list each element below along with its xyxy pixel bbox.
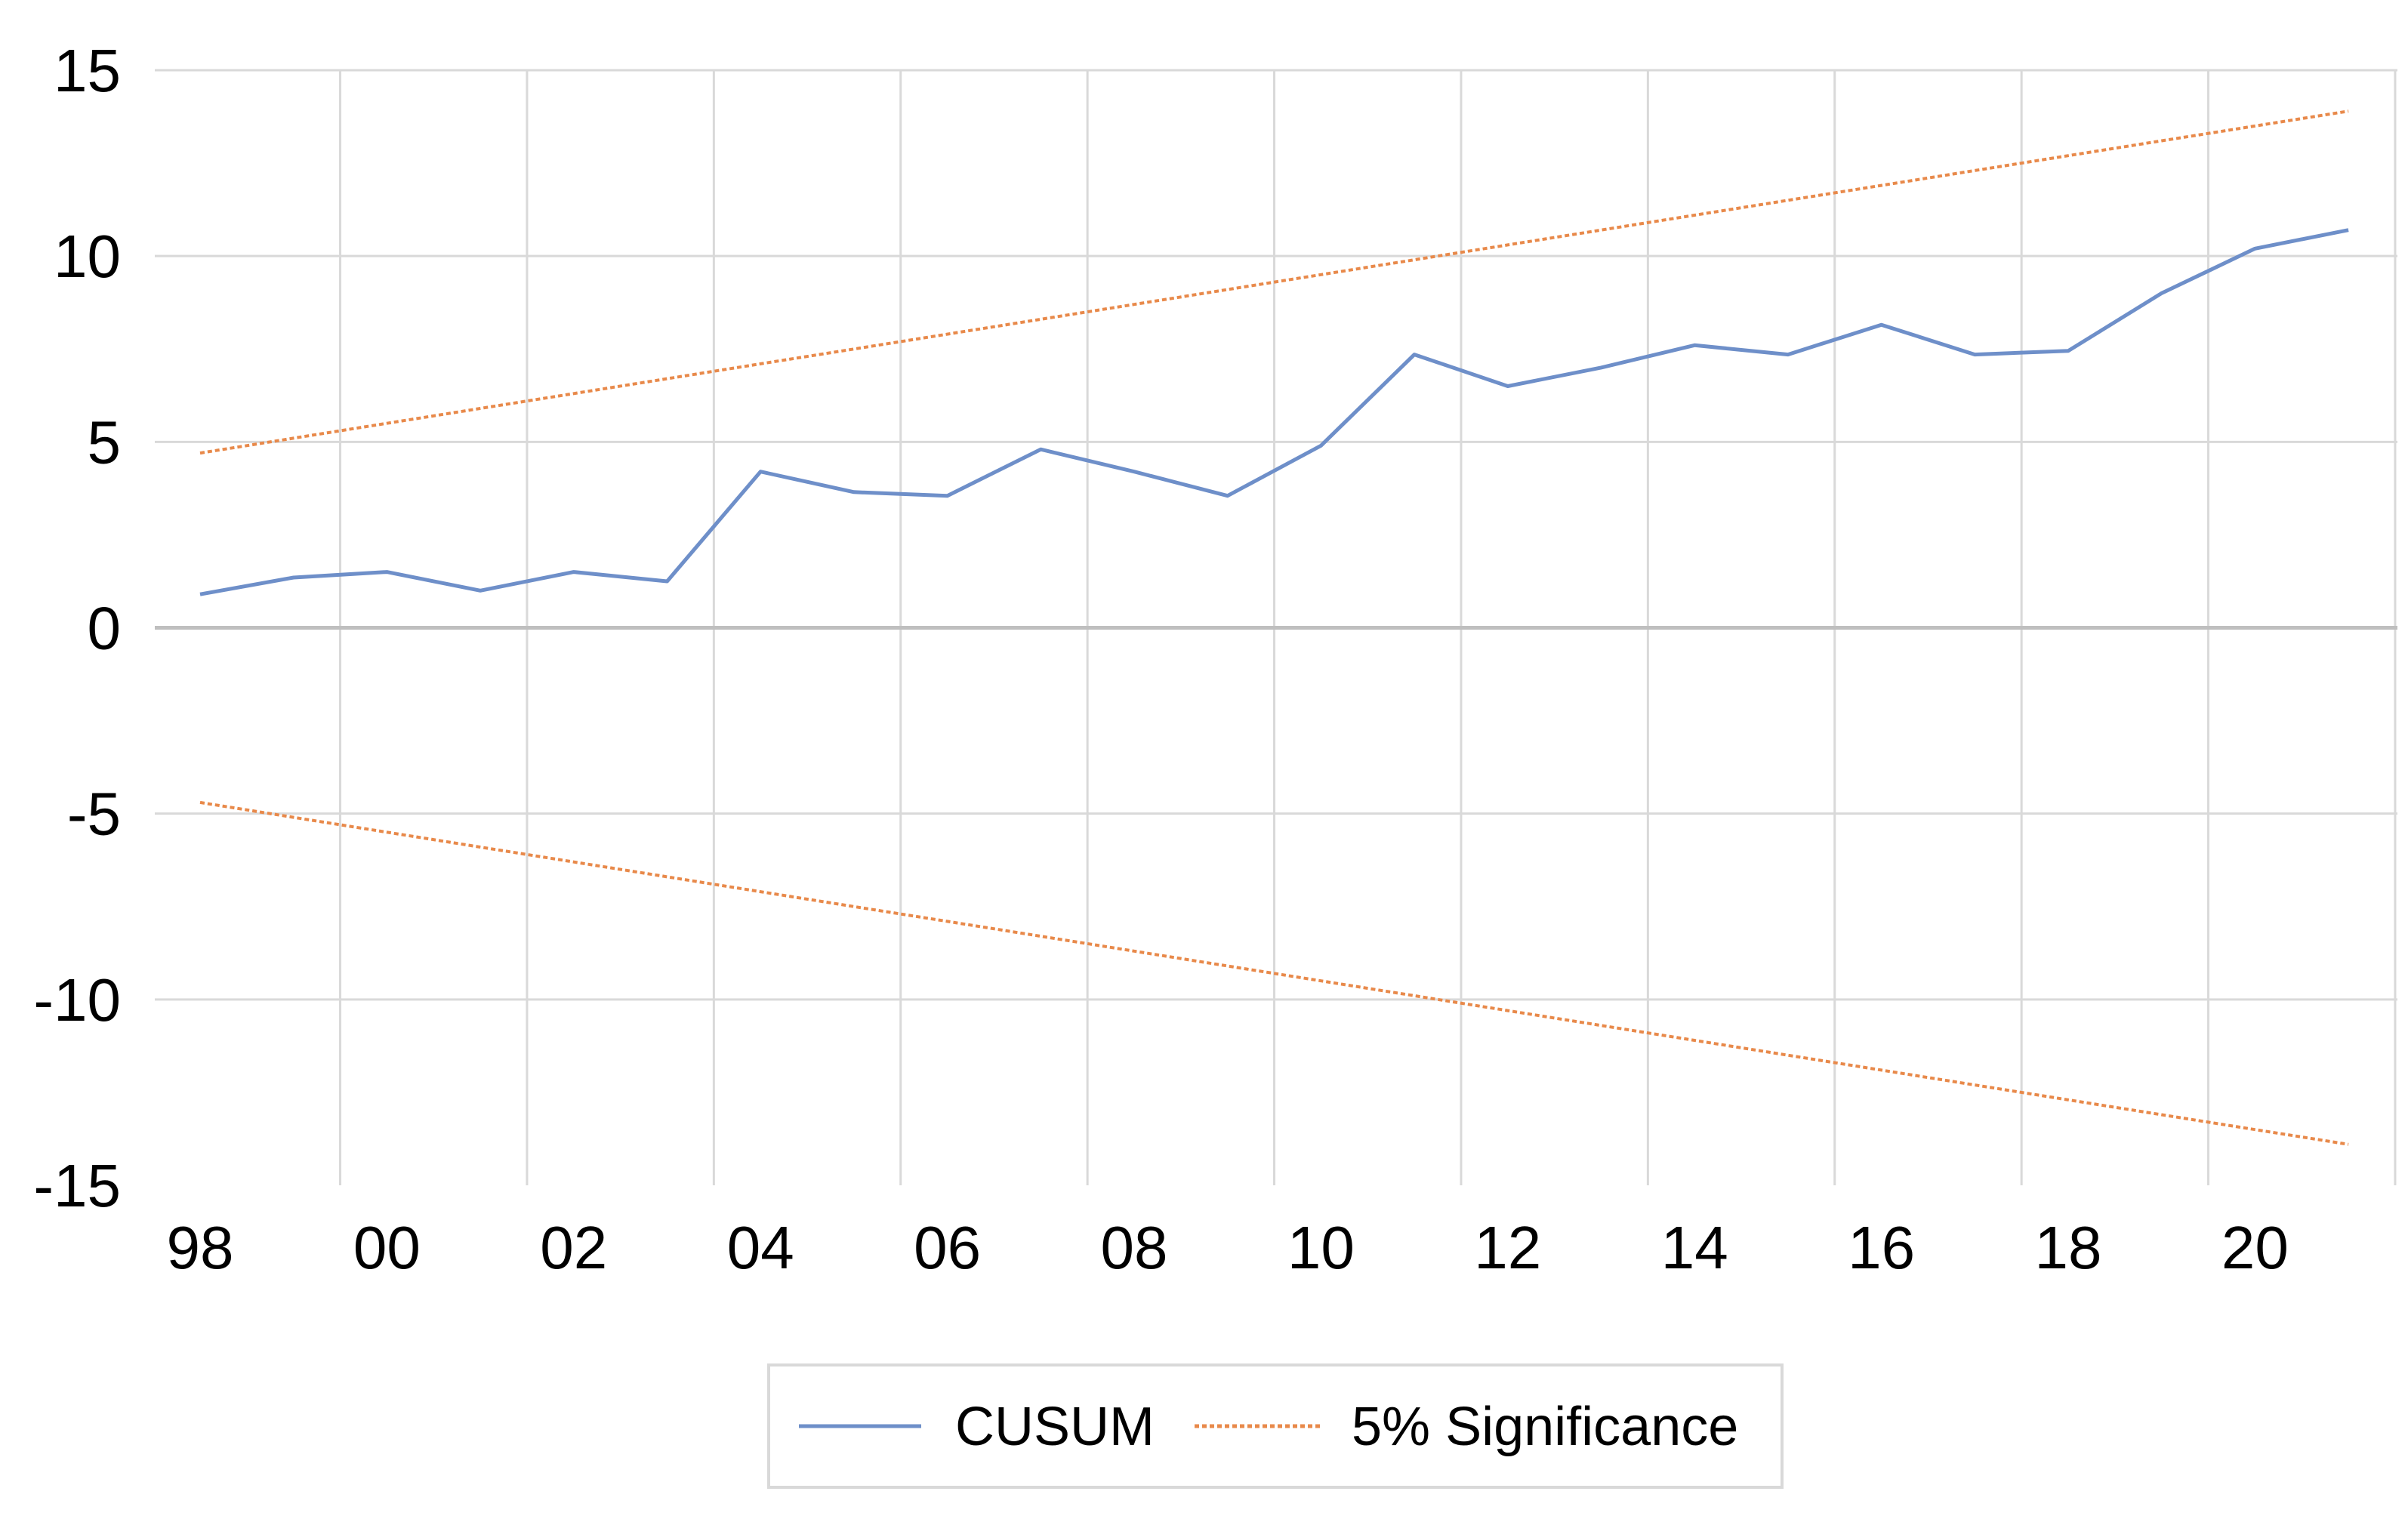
x-tick-label: 06 — [914, 1214, 981, 1281]
y-tick-label: 5 — [88, 408, 122, 476]
y-tick-label: -10 — [33, 966, 121, 1034]
x-axis-labels: 98 00 02 04 06 08 10 12 14 16 18 20 — [167, 1214, 2289, 1281]
grid — [155, 69, 2397, 1185]
x-tick-label: 20 — [2221, 1214, 2289, 1281]
x-tick-label: 04 — [727, 1214, 794, 1281]
series-line-upper-significance — [199, 109, 2349, 455]
y-tick-label: 0 — [88, 595, 122, 662]
series-line-cusum — [199, 228, 2349, 596]
legend-label-significance: 5% Significance — [1352, 1397, 1738, 1457]
x-tick-label: 08 — [1101, 1214, 1168, 1281]
legend-label-cusum: CUSUM — [955, 1397, 1155, 1457]
x-tick-label: 98 — [167, 1214, 234, 1281]
legend-box — [767, 1363, 1784, 1489]
y-tick-label: 15 — [54, 37, 121, 104]
series-line-lower-significance — [199, 800, 2349, 1146]
y-tick-label: -15 — [33, 1152, 121, 1219]
x-tick-label: 16 — [1848, 1214, 1915, 1281]
series-lines — [199, 109, 2349, 1146]
y-tick-label: -5 — [67, 781, 121, 848]
x-tick-label: 18 — [2035, 1214, 2102, 1281]
x-tick-label: 02 — [540, 1214, 607, 1281]
y-tick-label: 10 — [54, 223, 121, 290]
y-axis-labels: 15 10 5 0 -5 -10 -15 — [33, 37, 121, 1219]
x-tick-label: 00 — [353, 1214, 421, 1281]
x-tick-label: 10 — [1287, 1214, 1355, 1281]
x-tick-label: 14 — [1661, 1214, 1728, 1281]
legend: CUSUM 5% Significance — [767, 1363, 1784, 1489]
x-tick-label: 12 — [1474, 1214, 1541, 1281]
